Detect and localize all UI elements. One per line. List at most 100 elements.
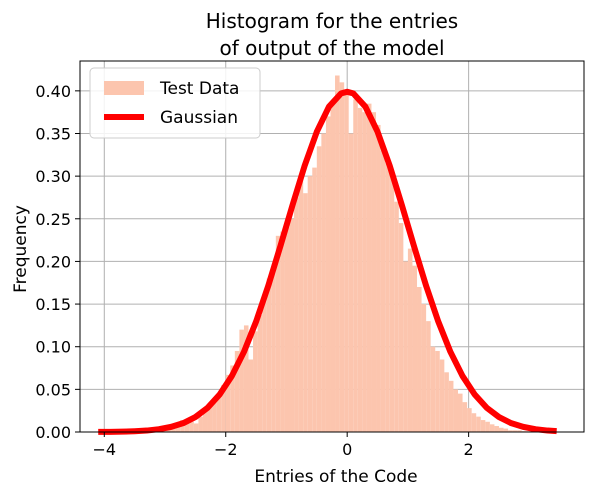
histogram-bar (398, 223, 404, 432)
histogram-bar (303, 193, 308, 432)
histogram-bar (385, 163, 390, 432)
x-tick-label: 0 (342, 440, 352, 459)
histogram-bar (284, 227, 290, 432)
histogram-bar (494, 426, 499, 432)
plot-area-frame (79, 60, 585, 433)
histogram-bar (366, 103, 372, 432)
histogram-bar (262, 295, 267, 432)
histogram-bar (394, 201, 399, 432)
histogram-bar (189, 421, 194, 432)
histogram-bar (517, 430, 522, 432)
legend-label-gaussian: Gaussian (160, 108, 238, 128)
histogram-bar (225, 374, 231, 432)
histogram-bar (417, 287, 422, 432)
gaussian-curve (98, 88, 557, 435)
histogram-bar (371, 112, 377, 432)
histogram-bar (325, 116, 331, 433)
histogram-bar (498, 427, 504, 432)
histogram-bar (221, 385, 226, 432)
histogram-bar (289, 218, 295, 432)
histogram-bar (489, 424, 495, 432)
y-tick-label: 0.00 (35, 423, 71, 442)
histogram-bar (362, 112, 367, 432)
histogram-bar (444, 372, 449, 432)
histogram-bar (471, 413, 477, 432)
y-tick-label: 0.10 (35, 338, 71, 357)
histogram-bar (266, 278, 272, 432)
histogram-bar (348, 133, 354, 432)
histogram-bar (344, 90, 349, 432)
histogram-bar (175, 425, 181, 432)
histogram-bar (257, 315, 263, 432)
chart-title-line-2: of output of the model (219, 36, 444, 60)
y-axis-label: Frequency (11, 205, 31, 293)
x-axis-label: Entries of the Code (254, 467, 417, 487)
histogram-bar (403, 261, 408, 432)
histogram-bar (412, 265, 418, 432)
histogram-bar (453, 389, 458, 432)
histogram-bar (271, 269, 276, 432)
histogram-bar (239, 329, 244, 432)
histogram-bar (234, 350, 240, 432)
legend-swatch-test-data (104, 81, 144, 95)
x-tick-label: −2 (214, 440, 238, 459)
histogram-bar (294, 197, 299, 432)
y-tick-label: 0.15 (35, 295, 71, 314)
histogram-bar (439, 359, 445, 432)
histogram-bar (193, 423, 199, 432)
histogram-bar (421, 304, 427, 432)
histogram-bar (212, 401, 217, 432)
histogram-bar (512, 430, 518, 432)
histogram-bar (389, 171, 395, 432)
histogram-bar (275, 235, 281, 432)
legend-label-test-data: Test Data (159, 79, 239, 99)
y-tick-label: 0.35 (35, 124, 71, 143)
histogram-bar (353, 99, 358, 433)
y-tick-label: 0.25 (35, 210, 71, 229)
histogram-bar (426, 321, 431, 432)
histogram-bar (280, 231, 285, 432)
legend: Test Data Gaussian (89, 67, 261, 139)
histogram-bar (330, 103, 336, 432)
y-tick-label: 0.05 (35, 380, 71, 399)
histogram-bar (230, 365, 235, 432)
histogram-bar (448, 380, 454, 432)
chart-title-line-1: Histogram for the entries (206, 9, 458, 33)
histogram-bar (339, 82, 345, 432)
histogram-bar (503, 428, 509, 432)
histogram-bar (376, 124, 381, 432)
histogram-bar (253, 331, 258, 432)
histogram-bar (321, 133, 326, 432)
histogram-bar (316, 146, 322, 432)
histogram-bar (458, 393, 463, 432)
histogram-bar (312, 167, 317, 432)
histogram-bar (198, 416, 203, 432)
histogram-bar (430, 346, 436, 432)
histogram-bars (139, 75, 536, 433)
axis-ticks: −4 −2 0 2 0.00 0.05 0.10 0.15 0.20 0.25 0.30 0.35 0.… (35, 82, 473, 459)
histogram-bar (508, 430, 513, 432)
histogram-bar (184, 421, 190, 432)
y-tick-label: 0.40 (35, 82, 71, 101)
y-tick-label: 0.30 (35, 167, 71, 186)
histogram-bar (435, 350, 440, 432)
histogram-bar (480, 420, 486, 432)
histogram-bar (216, 395, 222, 432)
histogram-bar (467, 408, 472, 432)
histogram-bar (380, 150, 386, 432)
histogram-bar (407, 248, 413, 432)
histogram-bar (357, 107, 363, 432)
histogram-bar (307, 176, 313, 432)
gaussian-curve-layer (98, 88, 557, 435)
histogram-bar (298, 180, 304, 432)
histogram-bar (171, 426, 176, 432)
histogram-bar (202, 411, 208, 432)
histogram-bar (462, 402, 468, 432)
x-tick-label: 2 (464, 440, 474, 459)
histogram-bar (335, 75, 340, 433)
histogram-bar (476, 416, 481, 432)
histogram-bar (248, 359, 254, 432)
x-tick-label: −4 (92, 440, 116, 459)
histogram-bar (207, 404, 213, 432)
